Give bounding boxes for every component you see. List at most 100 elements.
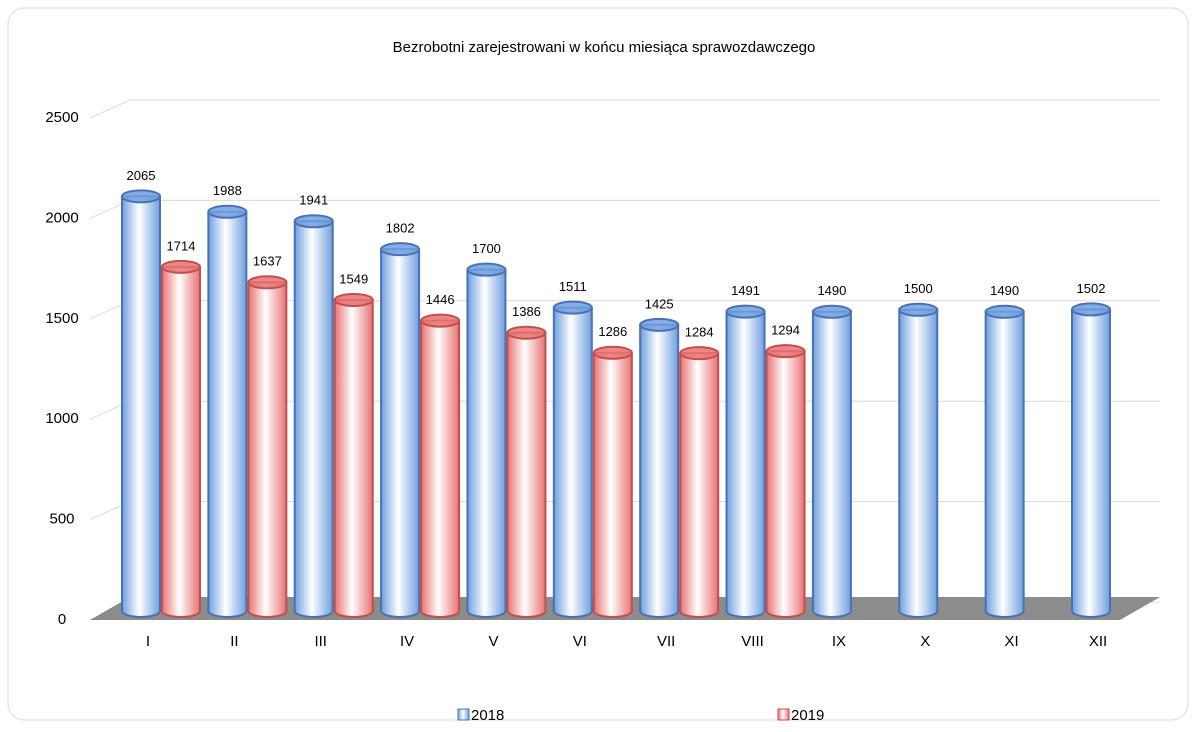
- bar-top: [420, 313, 461, 328]
- x-tick-label: II: [230, 633, 238, 650]
- bar: [679, 346, 720, 618]
- y-tick-label: 2000: [45, 209, 78, 226]
- bar: [161, 259, 201, 618]
- bar-top: [333, 292, 374, 307]
- bar-body: [898, 308, 939, 618]
- value-label: 1714: [167, 238, 196, 253]
- legend-swatch: [457, 708, 470, 721]
- bar-body: [639, 323, 680, 618]
- bar: [121, 189, 161, 618]
- bar-body: [247, 281, 288, 618]
- bar-top: [121, 189, 161, 204]
- bar-top: [984, 304, 1025, 319]
- bar: [466, 262, 507, 618]
- y-tick-label: 500: [49, 511, 74, 528]
- bar-top: [592, 345, 633, 360]
- bar-top: [466, 262, 507, 277]
- bar-body: [679, 352, 720, 618]
- bar-top: [725, 304, 766, 319]
- x-tick-label: VI: [573, 633, 587, 650]
- bar-top: [207, 204, 248, 219]
- value-label: 1425: [645, 296, 674, 311]
- bar: [380, 242, 421, 618]
- bar-top: [506, 325, 547, 340]
- bar: [592, 345, 633, 618]
- bar-body: [811, 310, 852, 618]
- bar-body: [380, 248, 421, 618]
- bar-top: [552, 300, 593, 315]
- y-tick-label: 1000: [45, 410, 78, 427]
- legend-label: 2019: [791, 707, 824, 724]
- bar-top: [811, 304, 852, 319]
- y-tick-label: 1500: [45, 310, 78, 327]
- bar-body: [121, 195, 161, 618]
- bar-body: [592, 351, 633, 618]
- value-label: 1490: [990, 283, 1019, 298]
- y-tick-label: 2500: [45, 109, 78, 126]
- bar-body: [552, 306, 593, 618]
- bar: [247, 275, 288, 618]
- bar-body: [506, 331, 547, 618]
- value-label: 1294: [771, 323, 800, 338]
- bar: [639, 317, 680, 618]
- bar-body: [725, 310, 766, 618]
- bar: [552, 300, 593, 618]
- bar-top: [161, 259, 201, 274]
- bar: [898, 302, 939, 618]
- value-label: 1502: [1077, 281, 1106, 296]
- bar-top: [898, 302, 939, 317]
- value-label: 1386: [512, 304, 541, 319]
- x-tick-label: I: [146, 633, 150, 650]
- bar: [984, 304, 1025, 618]
- value-label: 2065: [127, 168, 156, 183]
- bar-top: [1071, 302, 1111, 317]
- bar: [506, 325, 547, 618]
- bar: [207, 204, 248, 618]
- bar-top: [765, 344, 806, 359]
- x-tick-label: V: [488, 633, 498, 650]
- x-tick-label: IX: [832, 633, 846, 650]
- bar: [333, 292, 374, 618]
- x-tick-label: VIII: [741, 633, 764, 650]
- value-label: 1491: [731, 283, 760, 298]
- x-tick-label: XI: [1005, 633, 1019, 650]
- value-label: 1286: [598, 324, 627, 339]
- value-label: 1941: [299, 193, 328, 208]
- bar-body: [333, 298, 374, 618]
- value-label: 1511: [559, 279, 587, 294]
- bar-top: [380, 242, 421, 257]
- bar: [420, 313, 461, 618]
- value-label: 1802: [386, 221, 415, 236]
- value-label: 1988: [213, 183, 242, 198]
- bar-body: [207, 210, 248, 618]
- bar: [765, 344, 806, 618]
- value-label: 1637: [253, 254, 282, 269]
- bar-top: [293, 214, 334, 229]
- x-tick-label: X: [920, 633, 930, 650]
- bar-body: [1071, 308, 1111, 618]
- grid-line: [89, 99, 1160, 119]
- bar-body: [420, 319, 461, 618]
- bar-top: [639, 317, 680, 332]
- bar: [293, 214, 334, 618]
- bar-top: [247, 275, 288, 290]
- legend-swatch: [777, 708, 790, 721]
- value-label: 1500: [904, 281, 933, 296]
- chart-title: Bezrobotni zarejestrowani w końcu miesią…: [393, 39, 816, 56]
- value-label: 1284: [685, 325, 714, 340]
- value-label: 1549: [339, 271, 368, 286]
- bar-body: [765, 350, 806, 618]
- x-tick-label: XII: [1089, 633, 1107, 650]
- bar: [725, 304, 766, 618]
- x-tick-label: IV: [400, 633, 414, 650]
- value-label: 1700: [472, 241, 501, 256]
- bar-body: [466, 268, 507, 618]
- bar-top: [679, 346, 720, 361]
- x-tick-label: III: [314, 633, 327, 650]
- value-label: 1490: [817, 283, 846, 298]
- y-tick-label: 0: [58, 611, 66, 628]
- bar-body: [161, 265, 201, 618]
- bar-body: [293, 220, 334, 618]
